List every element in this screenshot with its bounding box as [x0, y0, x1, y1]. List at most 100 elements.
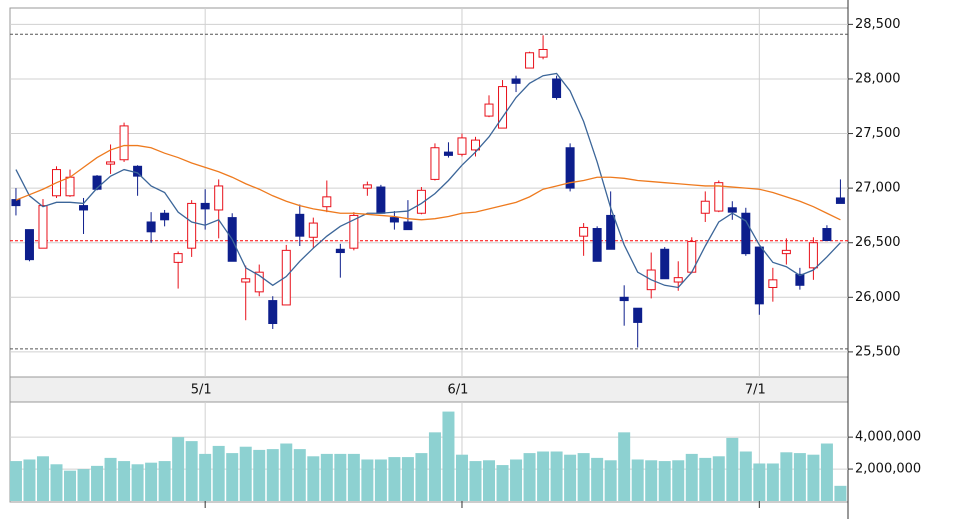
candle-body	[362, 184, 372, 189]
y-tick-label: 27,000	[855, 181, 901, 196]
candle-body	[808, 242, 818, 269]
candle-body	[592, 228, 602, 262]
volume-bar	[631, 459, 644, 501]
candle-body	[349, 214, 359, 249]
y-tick-label: 28,000	[855, 71, 901, 86]
y-tick-label: 26,500	[855, 235, 901, 250]
candle-body	[241, 278, 251, 283]
volume-bar	[280, 443, 293, 501]
volume-bar	[77, 469, 90, 501]
volume-bar	[347, 453, 360, 501]
candle-body	[470, 139, 480, 151]
candle-body	[795, 273, 805, 286]
volume-bar	[739, 451, 752, 501]
volume-bar	[23, 459, 36, 501]
y-tick-label: 26,000	[855, 290, 901, 305]
candle-body	[525, 52, 535, 69]
volume-bar	[537, 451, 550, 501]
candle-body	[65, 176, 75, 197]
x-tick-label: 6/1	[448, 383, 469, 398]
candle-body	[673, 277, 683, 283]
candle-body	[24, 229, 34, 261]
volume-bar	[145, 462, 158, 501]
volume-bar	[550, 451, 563, 501]
volume-bar	[780, 452, 793, 501]
volume-bar	[469, 461, 482, 501]
candle-body	[322, 196, 332, 208]
candle-body	[403, 221, 413, 231]
volume-bar	[36, 456, 49, 501]
volume-bar	[726, 437, 739, 501]
candle-body	[146, 221, 156, 233]
candle-body	[106, 161, 116, 165]
candle-body	[335, 248, 345, 254]
candle-body	[214, 185, 224, 211]
volume-bar	[672, 460, 685, 501]
volume-bar	[50, 464, 63, 501]
candle-body	[511, 78, 521, 84]
volume-bar	[510, 459, 523, 501]
volume-bar	[415, 453, 428, 501]
volume-bar	[658, 461, 671, 501]
candle-body	[173, 253, 183, 263]
y-tick-label: 28,500	[855, 17, 901, 32]
volume-bar	[374, 459, 387, 501]
volume-bar	[361, 459, 374, 501]
candle-body	[281, 249, 291, 306]
candle-body	[781, 249, 791, 255]
volume-bar	[199, 453, 212, 501]
volume-bar	[401, 457, 414, 501]
y-tick-label: 27,500	[855, 126, 901, 141]
volume-bar	[104, 457, 117, 501]
candle-body	[606, 214, 616, 250]
candle-body	[619, 296, 629, 302]
volume-bar	[64, 470, 77, 501]
candle-body	[741, 212, 751, 255]
moving-average-line	[15, 72, 841, 289]
volume-bar	[604, 460, 617, 501]
candle-body	[295, 213, 305, 237]
candle-body	[79, 205, 89, 211]
volume-bar	[455, 454, 468, 501]
volume-bar	[807, 454, 820, 501]
volume-bar	[834, 485, 847, 501]
volume-bar	[483, 460, 496, 501]
candle-body	[11, 199, 21, 207]
date-axis-band	[9, 376, 849, 403]
candle-body	[376, 186, 386, 214]
candle-body	[160, 212, 170, 221]
candle-body	[498, 86, 508, 129]
y-tick-label: 4,000,000	[855, 430, 921, 445]
volume-bar	[753, 463, 766, 501]
candle-body	[308, 222, 318, 238]
volume-bar	[388, 457, 401, 501]
candle-body	[714, 182, 724, 212]
volume-bar	[496, 465, 509, 501]
candle-body	[552, 78, 562, 99]
volume-bar	[820, 443, 833, 501]
volume-bar	[266, 449, 279, 501]
volume-bar	[239, 446, 252, 501]
volume-bar	[226, 453, 239, 501]
candle-body	[822, 228, 832, 242]
volume-bar	[158, 461, 171, 501]
candle-body	[200, 202, 210, 210]
candle-body	[268, 300, 278, 325]
volume-bar	[428, 432, 441, 501]
volume-bar	[591, 457, 604, 501]
candle-body	[38, 205, 48, 249]
volume-bar	[699, 457, 712, 501]
candle-body	[835, 197, 845, 204]
volume-bar	[172, 437, 185, 501]
volume-bar	[320, 453, 333, 501]
y-tick-label: 2,000,000	[855, 462, 921, 477]
moving-average-line	[15, 144, 841, 221]
volume-bar	[712, 456, 725, 501]
candle-body	[700, 200, 710, 214]
candle-body	[484, 103, 494, 117]
candle-body	[768, 279, 778, 288]
candle-body	[119, 125, 129, 161]
candle-body	[389, 217, 399, 223]
candle-body	[754, 246, 764, 305]
candle-body	[430, 147, 440, 180]
